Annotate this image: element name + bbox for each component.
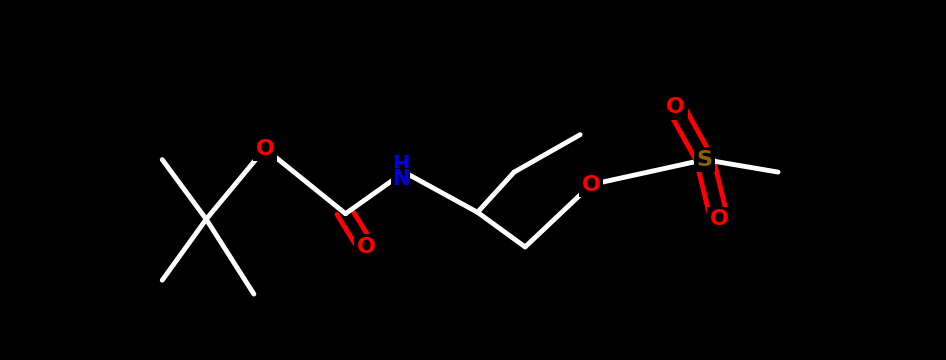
Text: O: O [255,139,274,158]
Text: O: O [357,237,376,257]
Text: O: O [666,97,685,117]
Text: O: O [582,175,601,194]
Text: S: S [697,150,712,170]
Text: H: H [392,155,410,175]
Text: O: O [710,209,729,229]
Text: N: N [392,169,410,189]
